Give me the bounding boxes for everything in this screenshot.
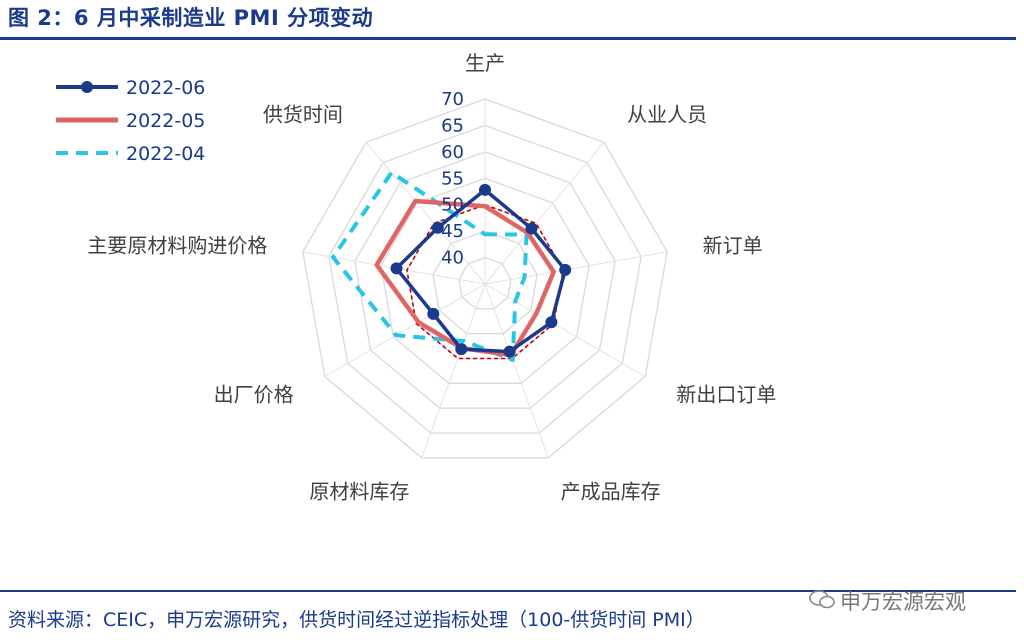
tick-label-6: 70: [441, 89, 464, 110]
title-rule: [0, 37, 1016, 40]
series-0-point-4: [503, 345, 516, 358]
wechat-icon: [809, 590, 835, 609]
category-label-4: 产成品库存: [561, 480, 661, 504]
grid-spoke-3: [484, 283, 646, 377]
grid-spoke-8: [365, 141, 486, 285]
grid-spoke-2: [484, 251, 668, 285]
legend-label-1: 2022-05: [126, 110, 205, 132]
series-0-point-2: [559, 263, 572, 276]
tick-label-0: 40: [441, 248, 464, 269]
tick-label-4: 60: [441, 142, 464, 163]
tick-label-2: 50: [441, 195, 464, 216]
category-label-6: 出厂价格: [214, 383, 294, 407]
series-line-0: [394, 188, 567, 354]
grid-spoke-5: [421, 283, 486, 458]
grid-ring-6: [302, 98, 668, 459]
grid-spoke-6: [324, 283, 486, 377]
tick-label-3: 55: [441, 168, 464, 189]
category-label-0: 生产: [465, 51, 505, 75]
tick-label-5: 65: [441, 115, 464, 136]
series-line-2: [331, 170, 529, 362]
legend-marker-0: [81, 81, 93, 93]
category-label-7: 主要原材料购进价格: [87, 234, 267, 258]
grid-ring-3: [380, 177, 590, 384]
radar-series: [331, 170, 572, 362]
figure-title: 图 2：6 月中采制造业 PMI 分项变动: [8, 6, 374, 30]
legend-label-0: 2022-06: [126, 77, 205, 99]
series-0-point-8: [431, 221, 444, 234]
series-0-point-0: [479, 183, 491, 196]
grid-ring-5: [328, 124, 642, 434]
source-note: 资料来源：CEIC，申万宏源研究，供货时间经过逆指标处理（100-供货时间 PM…: [8, 609, 705, 631]
grid-ring-0: [458, 256, 512, 310]
category-label-3: 新出口订单: [676, 383, 776, 407]
category-label-1: 从业人员: [627, 103, 707, 127]
grid-ring-1: [432, 230, 538, 335]
footer-rule: [0, 590, 1016, 592]
category-label-8: 供货时间: [263, 103, 343, 127]
brand-label: 申万宏源宏观: [840, 590, 966, 614]
series-0-point-5: [455, 343, 468, 356]
legend-label-2: 2022-04: [126, 143, 205, 165]
grid-ring-4: [354, 151, 616, 409]
radial-tick-labels: 40 45 50 55 60 65 70: [441, 89, 464, 269]
radar-grid: [302, 98, 668, 459]
tick-label-1: 45: [441, 221, 464, 242]
series-0-point-1: [525, 222, 538, 235]
series-0-point-6: [427, 307, 440, 320]
category-label-2: 新订单: [703, 234, 763, 258]
grid-spoke-4: [484, 283, 549, 458]
series-0-point-7: [390, 262, 403, 275]
category-label-5: 原材料库存: [309, 480, 409, 504]
grid-spoke-1: [484, 141, 605, 285]
series-0-point-3: [545, 316, 558, 329]
legend: 2022-06 2022-05 2022-04: [56, 77, 205, 165]
